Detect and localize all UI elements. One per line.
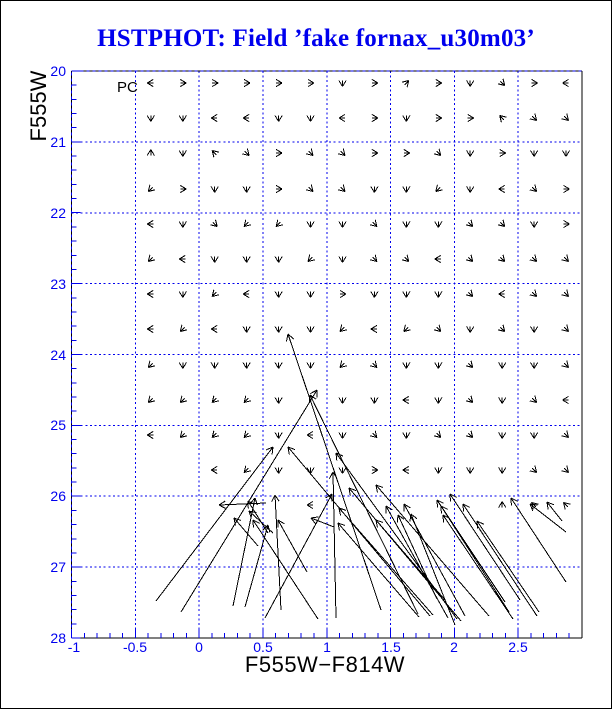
svg-text:21: 21: [50, 134, 66, 150]
svg-text:0: 0: [195, 639, 203, 655]
svg-text:2: 2: [450, 639, 458, 655]
svg-text:23: 23: [50, 276, 66, 292]
svg-text:24: 24: [50, 347, 66, 363]
svg-text:-1: -1: [68, 639, 81, 655]
svg-text:28: 28: [50, 630, 66, 646]
svg-text:F555W−F814W: F555W−F814W: [245, 652, 405, 677]
svg-text:F555W: F555W: [26, 70, 51, 141]
svg-text:22: 22: [50, 205, 66, 221]
svg-text:PC: PC: [117, 79, 138, 96]
svg-text:27: 27: [50, 559, 66, 575]
svg-text:20: 20: [50, 63, 66, 79]
svg-text:2.5: 2.5: [508, 639, 528, 655]
svg-text:25: 25: [50, 417, 66, 433]
svg-text:26: 26: [50, 488, 66, 504]
svg-text:HSTPHOT: Field ’fake fornax_u3: HSTPHOT: Field ’fake fornax_u30m03’: [97, 25, 535, 52]
svg-text:-0.5: -0.5: [123, 639, 147, 655]
